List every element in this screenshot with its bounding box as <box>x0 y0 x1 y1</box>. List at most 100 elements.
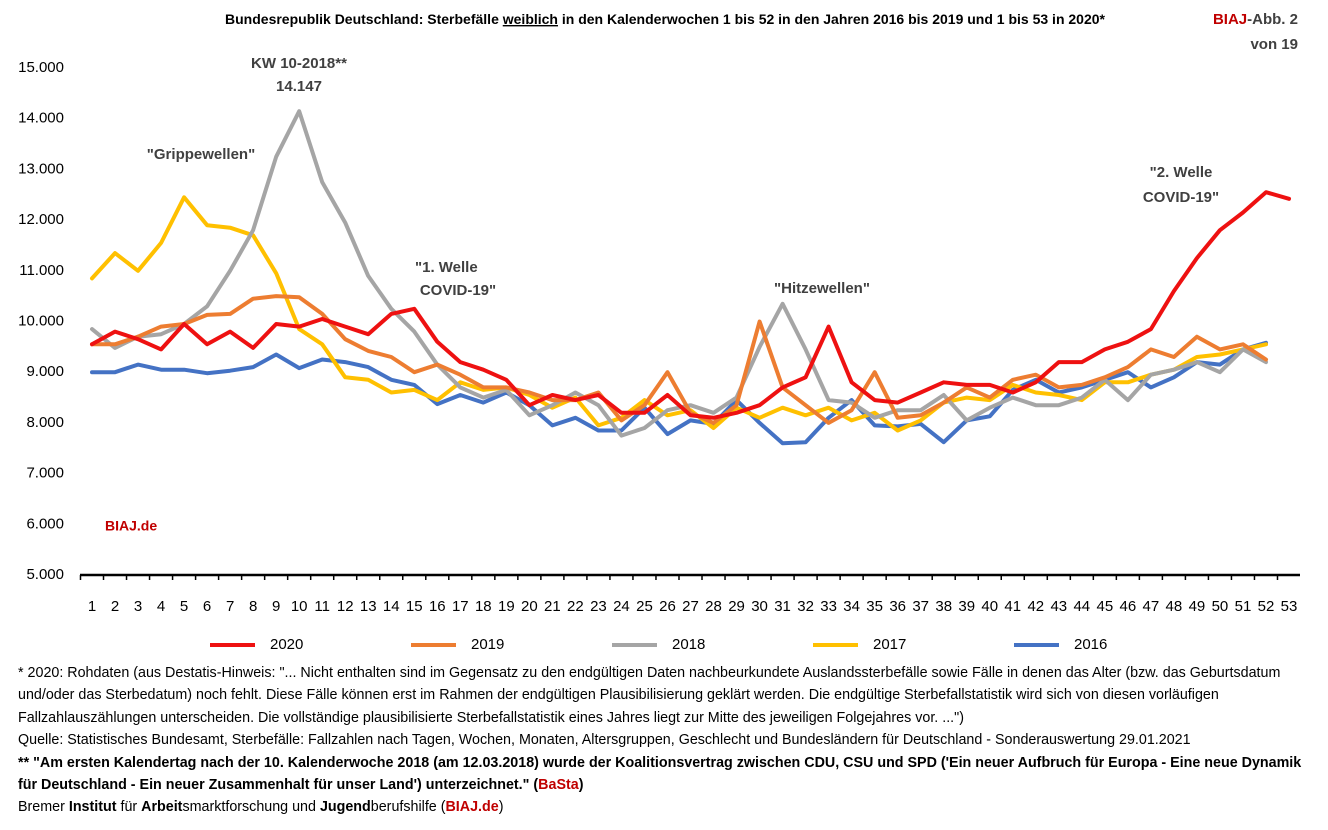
x-tick-label: 27 <box>682 598 699 615</box>
x-tick-label: 26 <box>659 598 676 615</box>
annotation: "2. Welle <box>1150 164 1213 181</box>
annotation: 14.147 <box>276 78 322 95</box>
annotation: COVID-19" <box>420 282 496 299</box>
x-tick-label: 36 <box>889 598 906 615</box>
note-part: Institut <box>68 799 117 816</box>
annotation: "Grippewellen" <box>147 146 255 163</box>
x-tick-label: 35 <box>866 598 883 615</box>
title-part: in den Kalenderwochen 1 bis 52 in den Ja… <box>558 11 1106 27</box>
x-tick-label: 12 <box>337 598 354 615</box>
legend-label: 2017 <box>873 636 906 653</box>
x-tick-label: 38 <box>935 598 952 615</box>
chart: Bundesrepublik Deutschland: Sterbefälle … <box>18 11 1300 653</box>
y-tick-label: 9.000 <box>26 363 64 380</box>
x-tick-label: 9 <box>272 598 280 615</box>
x-tick-label: 43 <box>1050 598 1067 615</box>
x-tick-label: 13 <box>360 598 377 615</box>
x-tick-label: 16 <box>429 598 446 615</box>
x-tick-label: 22 <box>567 598 584 615</box>
y-tick-label: 13.000 <box>18 160 64 177</box>
footnote: * 2020: Rohdaten (aus Destatis-Hinweis: … <box>18 665 1281 726</box>
footnote: Quelle: Statistisches Bundesamt, Sterbef… <box>18 732 1191 749</box>
x-tick-label: 6 <box>203 598 211 615</box>
note-part: ** "Am ersten Kalendertag nach der 10. K… <box>18 754 1302 794</box>
annotation: KW 10-2018** <box>251 55 347 72</box>
note-part: Arbeit <box>141 799 183 816</box>
note-part: Jugend <box>319 799 371 816</box>
x-tick-label: 51 <box>1235 598 1252 615</box>
note-part: Bremer <box>18 799 69 816</box>
x-tick-label: 32 <box>797 598 814 615</box>
x-tick-label: 39 <box>958 598 975 615</box>
x-tick-label: 34 <box>843 598 860 615</box>
badge: BIAJ-Abb. 2 <box>1213 11 1298 28</box>
x-tick-label: 11 <box>314 598 330 615</box>
x-tick-label: 33 <box>820 598 837 615</box>
x-tick-label: 53 <box>1281 598 1298 615</box>
note-part: für <box>116 799 142 816</box>
x-tick-label: 14 <box>383 598 400 615</box>
x-tick-label: 18 <box>475 598 492 615</box>
watermark: BIAJ.de <box>105 518 157 534</box>
badge-part: -Abb. 2 <box>1247 11 1298 28</box>
note-part: ) <box>498 799 504 816</box>
x-tick-label: 45 <box>1097 598 1114 615</box>
annotation: "1. Welle <box>415 259 478 276</box>
x-tick-label: 31 <box>774 598 791 615</box>
y-tick-label: 8.000 <box>26 414 64 431</box>
x-tick-label: 24 <box>613 598 630 615</box>
x-tick-label: 5 <box>180 598 188 615</box>
line-series <box>90 340 1268 446</box>
note-part: BIAJ.de <box>445 799 499 816</box>
x-tick-label: 47 <box>1143 598 1160 615</box>
note-part: BaSta <box>538 777 579 794</box>
title-part: weiblich <box>502 11 558 27</box>
note-part: ) <box>578 777 584 794</box>
x-tick-label: 40 <box>981 598 998 615</box>
x-tick-label: 37 <box>912 598 929 615</box>
x-tick-label: 3 <box>134 598 142 615</box>
badge-part: von 19 <box>1250 36 1298 53</box>
legend-label: 2019 <box>471 636 504 653</box>
y-tick-label: 11.000 <box>19 262 64 279</box>
line-series <box>90 294 1268 425</box>
line-series <box>90 190 1291 420</box>
x-tick-label: 46 <box>1120 598 1137 615</box>
x-tick-label: 2 <box>111 598 119 615</box>
x-tick-label: 52 <box>1258 598 1275 615</box>
note-part: smarktforschung und <box>182 799 320 816</box>
x-tick-label: 7 <box>226 598 234 615</box>
x-tick-label: 19 <box>498 598 515 615</box>
x-tick-label: 44 <box>1073 598 1090 615</box>
line-series <box>90 195 1268 433</box>
x-tick-label: 1 <box>88 598 96 615</box>
chart-title: Bundesrepublik Deutschland: Sterbefälle … <box>225 11 1106 27</box>
x-tick-label: 29 <box>728 598 745 615</box>
x-tick-label: 15 <box>406 598 423 615</box>
footnote: ** "Am ersten Kalendertag nach der 10. K… <box>18 752 1318 797</box>
legend-label: 2020 <box>270 636 303 653</box>
x-tick-label: 4 <box>157 598 165 615</box>
footnote: Bremer Institut für Arbeitsmarktforschun… <box>18 796 1318 818</box>
y-tick-label: 10.000 <box>18 312 64 329</box>
y-tick-label: 12.000 <box>18 211 64 228</box>
x-tick-label: 8 <box>249 598 257 615</box>
x-tick-label: 20 <box>521 598 538 615</box>
x-tick-label: 21 <box>544 598 561 615</box>
x-tick-label: 25 <box>636 598 653 615</box>
x-tick-label: 42 <box>1027 598 1044 615</box>
note-part: berufshilfe ( <box>370 799 446 816</box>
y-tick-label: 5.000 <box>26 566 64 583</box>
title-part: Bundesrepublik Deutschland: Sterbefälle <box>225 11 503 27</box>
footnotes: * 2020: Rohdaten (aus Destatis-Hinweis: … <box>18 662 1318 819</box>
y-tick-label: 7.000 <box>26 465 64 482</box>
badge-part: BIAJ <box>1213 11 1247 28</box>
x-tick-label: 30 <box>751 598 768 615</box>
annotation: "Hitzewellen" <box>774 280 870 297</box>
x-tick-label: 48 <box>1166 598 1183 615</box>
x-tick-label: 41 <box>1004 598 1021 615</box>
x-tick-label: 28 <box>705 598 722 615</box>
line-series <box>90 109 1268 438</box>
x-tick-label: 49 <box>1189 598 1206 615</box>
